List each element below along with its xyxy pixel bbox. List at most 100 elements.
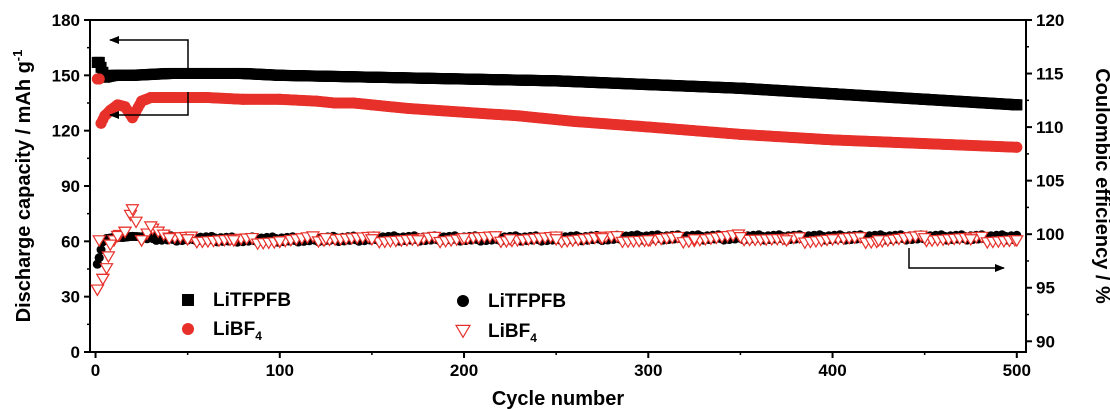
data-point	[318, 233, 333, 246]
data-point	[827, 88, 839, 100]
data-point	[119, 101, 131, 113]
data-point	[93, 56, 105, 68]
legend-marker	[182, 323, 194, 335]
data-point	[871, 235, 886, 248]
data-point	[237, 67, 249, 79]
arrow-capacity-libf4	[109, 92, 189, 119]
y-left-tick-label: 0	[71, 343, 80, 362]
y-right-tick-label: 110	[1036, 118, 1063, 137]
data-point	[595, 233, 610, 246]
data-point	[129, 216, 144, 229]
data-point	[458, 106, 470, 118]
data-point	[99, 71, 111, 83]
y-right-tick-label: 100	[1036, 225, 1064, 244]
data-point	[145, 91, 157, 103]
legend-label-text: LiBF	[213, 319, 255, 340]
data-point	[919, 138, 931, 150]
data-point	[162, 233, 177, 246]
data-point	[136, 95, 148, 107]
y-left-tick-label: 150	[52, 66, 80, 85]
data-point	[779, 235, 794, 248]
data-point	[274, 93, 286, 105]
data-point	[642, 79, 654, 91]
data-point	[93, 73, 105, 85]
legend-label: LiBF4	[213, 319, 262, 343]
data-point	[200, 67, 212, 79]
x-tick-label: 100	[266, 361, 294, 380]
data-point	[919, 93, 931, 105]
data-point	[180, 234, 195, 247]
legend-marker	[457, 295, 469, 307]
legend-marker	[454, 324, 472, 339]
data-point	[963, 234, 978, 247]
x-tick-label: 500	[1003, 361, 1031, 380]
legend-efficiency: LiTFPFB LiBF4	[454, 291, 566, 345]
axes-layer: 0 100 200 300 400 500 0 30 60 90 120 150 180 90 95 100 1…	[10, 11, 1110, 380]
data-point	[125, 204, 140, 217]
arrow-capacity-litfpfb	[109, 36, 189, 73]
legend-label: LiBF4	[488, 321, 537, 345]
legend-entry: LiTFPFB	[457, 291, 566, 312]
data-point	[134, 235, 149, 248]
y-left-tick-label: 30	[61, 288, 80, 307]
y-left-axis-label-text: Discharge capacity / mAh g	[13, 61, 35, 322]
data-point	[827, 134, 839, 146]
annotation-layer	[109, 36, 1005, 272]
x-tick-label: 300	[634, 361, 662, 380]
legend-label-subscript: 4	[255, 329, 262, 343]
y-left-tick-label: 120	[52, 122, 80, 141]
x-tick-label: 200	[450, 361, 478, 380]
x-axis-label: Cycle number	[492, 388, 624, 409]
data-point	[126, 69, 138, 81]
data-point	[237, 93, 249, 105]
y-right-axis-label: Coulombic efficiency / %	[1091, 68, 1110, 304]
series-0-litfpfb-capacity	[91, 56, 1023, 111]
legend-entry: LiBF4	[454, 321, 537, 345]
data-point	[734, 128, 746, 140]
data-point	[642, 121, 654, 133]
data-point	[734, 82, 746, 94]
data-point	[274, 69, 286, 81]
data-point	[366, 71, 378, 83]
data-point	[364, 234, 379, 247]
data-point	[1011, 141, 1023, 153]
y-left-axis-label: Discharge capacity / mAh g-1	[10, 50, 35, 323]
legend-marker	[182, 294, 194, 306]
data-point	[143, 221, 158, 234]
y-left-axis-label-superscript: -1	[10, 50, 25, 62]
data-point	[103, 239, 118, 252]
data-point	[641, 235, 656, 248]
data-point	[99, 263, 114, 276]
data-point	[226, 235, 241, 248]
data-point	[456, 233, 472, 246]
legend-capacity: LiTFPFB LiBF4	[182, 290, 291, 343]
legend-label: LiTFPFB	[488, 291, 566, 312]
data-point	[200, 91, 212, 103]
data-point	[117, 226, 133, 239]
y-right-tick-label: 120	[1036, 11, 1064, 30]
series-1-libf4-capacity	[91, 73, 1023, 153]
data-point	[549, 234, 564, 247]
y-left-tick-label: 60	[61, 232, 80, 251]
data-point	[95, 273, 110, 286]
data-point	[108, 69, 120, 81]
legend-entry: LiTFPFB	[182, 290, 291, 311]
data-point	[569, 115, 581, 127]
data-point	[110, 230, 125, 243]
data-point	[687, 234, 702, 247]
data-point	[163, 91, 175, 103]
data-point	[917, 233, 932, 246]
data-point	[163, 67, 175, 79]
data-point	[403, 103, 415, 115]
y-right-tick-label: 105	[1036, 172, 1064, 191]
data-point	[513, 110, 525, 122]
legend-label-subscript: 4	[530, 331, 537, 345]
data-point	[101, 251, 116, 264]
legend-entry: LiBF4	[182, 319, 262, 343]
x-tick-label: 400	[818, 361, 846, 380]
y-right-tick-label: 90	[1036, 332, 1055, 351]
legend-label-text: LiTFPFB	[488, 291, 566, 312]
